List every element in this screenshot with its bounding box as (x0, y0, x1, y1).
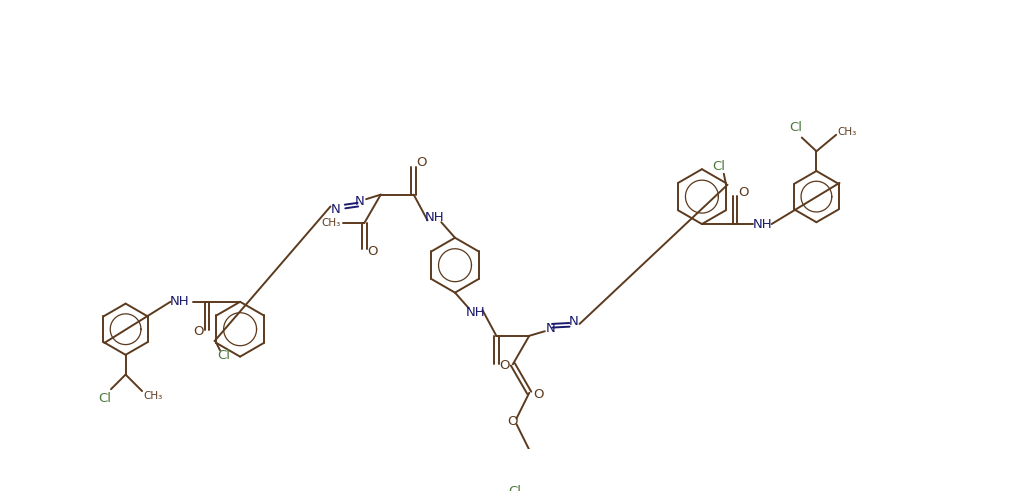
Text: NH: NH (425, 211, 444, 224)
Text: N: N (332, 203, 341, 216)
Text: N: N (545, 322, 555, 335)
Text: NH: NH (170, 295, 189, 308)
Text: O: O (367, 245, 377, 258)
Text: Cl: Cl (712, 160, 725, 173)
Text: O: O (193, 325, 204, 338)
Text: Cl: Cl (218, 349, 230, 362)
Text: O: O (499, 359, 510, 372)
Text: CH₃: CH₃ (143, 391, 163, 401)
Text: Cl: Cl (508, 485, 521, 491)
Text: Cl: Cl (789, 121, 801, 134)
Text: CH₃: CH₃ (838, 127, 856, 137)
Text: O: O (417, 157, 427, 169)
Text: O: O (533, 388, 544, 401)
Text: CH₃: CH₃ (321, 218, 341, 228)
Text: N: N (570, 315, 579, 327)
Text: O: O (507, 415, 518, 428)
Text: NH: NH (753, 218, 772, 231)
Text: O: O (737, 186, 749, 199)
Text: NH: NH (466, 306, 485, 319)
Text: Cl: Cl (98, 392, 111, 405)
Text: N: N (355, 195, 364, 208)
